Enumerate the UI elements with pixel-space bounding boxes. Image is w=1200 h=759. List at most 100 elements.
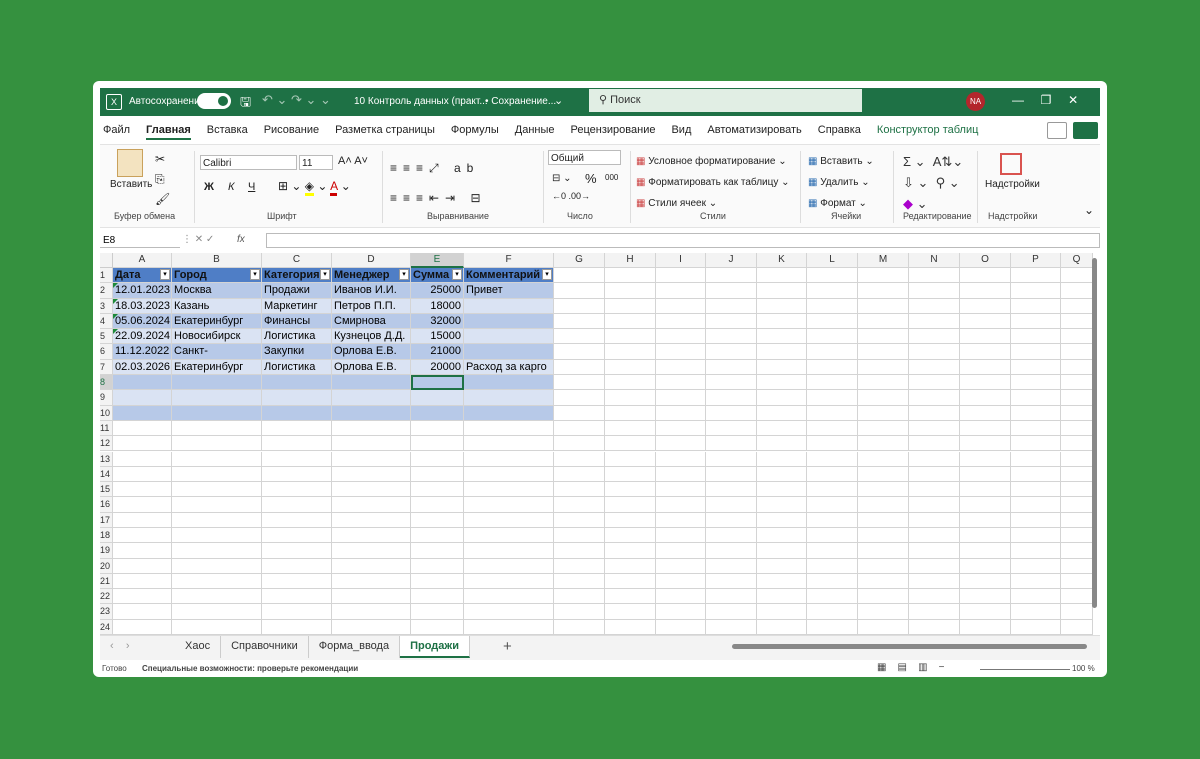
row-header[interactable]: 3 — [100, 298, 113, 314]
zoom-slider[interactable] — [980, 669, 1070, 670]
addins-icon[interactable] — [1000, 153, 1022, 175]
column-header[interactable]: G — [554, 253, 605, 268]
v-scrollbar[interactable] — [1092, 258, 1097, 608]
ribbon-tab[interactable]: Справка — [817, 124, 861, 136]
save-icon[interactable]: 🖫 — [240, 94, 252, 109]
accessibility[interactable]: Специальные возможности: проверьте реком… — [142, 664, 359, 673]
ribbon-tab[interactable]: Вставка — [206, 124, 248, 136]
font-name[interactable]: Calibri — [200, 155, 297, 170]
alignment-icons[interactable]: ≡≡≡⤢ ab ≡≡≡⇤⇥ ⊟ — [390, 161, 487, 205]
undo[interactable]: ↶ ⌄ ↷ ⌄ ⌄ — [262, 92, 331, 107]
cells-button[interactable]: Формат — [820, 198, 856, 209]
column-header[interactable]: J — [706, 253, 757, 268]
comments-button[interactable] — [1047, 122, 1067, 139]
editing-icons[interactable]: Σ ⌄ A⇅⌄ ⇩ ⌄ ⚲ ⌄ ◆ ⌄ — [903, 154, 964, 211]
fx-button[interactable]: fx — [237, 234, 245, 245]
h-scrollbar[interactable] — [720, 640, 1098, 652]
collapse-ribbon[interactable]: ⌄ — [1084, 203, 1095, 217]
window-controls[interactable]: — ❐ ✕ — [1012, 93, 1079, 107]
filter-button[interactable]: ▾ — [452, 269, 462, 280]
currency[interactable]: ⊟ ⌄ — [552, 173, 572, 184]
row-header[interactable]: 22 — [100, 589, 113, 605]
ribbon-tab[interactable]: Вид — [671, 124, 692, 136]
paste-icon[interactable] — [117, 149, 143, 177]
ribbon-tab[interactable]: Разметка страницы — [335, 124, 435, 136]
row-header[interactable]: 10 — [100, 405, 113, 421]
ribbon-tab[interactable]: Главная — [146, 124, 191, 140]
app-icon[interactable]: X — [106, 94, 122, 110]
column-header[interactable]: O — [960, 253, 1011, 268]
row-header[interactable]: 18 — [100, 527, 113, 544]
row-header[interactable]: 21 — [100, 573, 113, 590]
row-header[interactable]: 7 — [100, 359, 113, 376]
italic[interactable]: К — [228, 181, 235, 193]
style-button[interactable]: Стили ячеек — [648, 198, 706, 209]
cells-row[interactable]: ▦ Удалить ⌄ — [808, 177, 870, 188]
column-header[interactable]: I — [656, 253, 706, 268]
font-grow[interactable]: A˄ A˅ — [338, 155, 368, 167]
ribbon-tab[interactable]: Конструктор таблиц — [876, 124, 979, 136]
column-header[interactable]: D — [332, 253, 411, 268]
cells-row[interactable]: ▦ Формат ⌄ — [808, 198, 867, 209]
dropdown[interactable]: ⌄ — [554, 95, 564, 107]
bold[interactable]: Ж — [204, 181, 214, 193]
user-avatar[interactable]: NA — [966, 92, 985, 111]
search-box[interactable]: ⚲ Поиск — [589, 89, 862, 112]
row-header[interactable]: 11 — [100, 420, 113, 437]
formula-input[interactable] — [266, 233, 1100, 248]
row-header[interactable]: 17 — [100, 512, 113, 528]
cells-row[interactable]: ▦ Вставить ⌄ — [808, 156, 874, 167]
column-header[interactable]: K — [757, 253, 807, 268]
formula-buttons[interactable]: ⋮ ✕ ✓ — [182, 234, 215, 245]
paste-button[interactable]: Вставить — [110, 179, 153, 190]
row-header[interactable]: 19 — [100, 543, 113, 559]
sheet-tab[interactable]: Справочники — [221, 636, 309, 658]
clipboard-icons[interactable]: ✂ ⎘ 🖌 — [155, 152, 171, 206]
column-header[interactable]: A — [113, 253, 172, 268]
ribbon-tab[interactable]: Формулы — [450, 124, 499, 136]
decimals[interactable]: ←0 .00→ — [552, 191, 591, 201]
row-header[interactable]: 2 — [100, 283, 113, 299]
column-header[interactable]: F — [464, 253, 554, 268]
cells-button[interactable]: Удалить — [820, 177, 859, 188]
row-header[interactable]: 16 — [100, 497, 113, 513]
row-header[interactable]: 24 — [100, 619, 113, 635]
ribbon-tab[interactable]: Данные — [514, 124, 555, 136]
row-header[interactable]: 20 — [100, 558, 113, 574]
thousands[interactable]: 000 — [605, 173, 619, 182]
style-button[interactable]: Форматировать как таблицу — [648, 177, 779, 188]
column-header[interactable]: M — [858, 253, 909, 268]
row-header[interactable]: 1 — [100, 268, 113, 284]
row-header[interactable]: 15 — [100, 482, 113, 498]
column-header[interactable]: N — [909, 253, 960, 268]
percent[interactable]: % — [585, 171, 597, 186]
row-header[interactable]: 12 — [100, 436, 113, 452]
ribbon-tab[interactable]: Файл — [103, 124, 131, 136]
share-button[interactable] — [1073, 122, 1098, 139]
addins-button[interactable]: Надстройки — [985, 179, 1040, 190]
row-header[interactable]: 4 — [100, 313, 113, 330]
font-size[interactable]: 11 — [299, 155, 333, 170]
filter-button[interactable]: ▾ — [320, 269, 330, 280]
sheet-tab[interactable]: Продажи — [400, 636, 470, 658]
view-buttons[interactable]: ▦ ▤ ▥ − — [877, 662, 945, 673]
sheet-tab[interactable]: Форма_ввода — [309, 636, 401, 658]
row-header[interactable]: 9 — [100, 390, 113, 406]
column-header[interactable]: C — [262, 253, 332, 268]
filter-button[interactable]: ▾ — [542, 269, 552, 280]
styles-row[interactable]: ▦ Условное форматирование ⌄ — [636, 156, 787, 167]
row-header[interactable]: 8 — [100, 375, 113, 391]
filter-button[interactable]: ▾ — [399, 269, 409, 280]
autosave-toggle[interactable] — [197, 93, 231, 109]
row-header[interactable]: 14 — [100, 466, 113, 483]
add-sheet[interactable]: + — [503, 638, 512, 655]
underline[interactable]: Ч — [248, 181, 256, 193]
file-name[interactable]: 10 Контроль данных (практ... — [354, 96, 488, 107]
column-header[interactable]: H — [605, 253, 656, 268]
font-tools[interactable]: ⊞ ⌄ ◈ ⌄ A ⌄ — [278, 179, 351, 196]
style-button[interactable]: Условное форматирование — [648, 156, 776, 167]
column-header[interactable]: B — [172, 253, 262, 268]
column-header[interactable]: P — [1011, 253, 1061, 268]
ribbon-tab[interactable]: Рецензирование — [570, 124, 656, 136]
column-header[interactable]: E — [411, 253, 464, 268]
